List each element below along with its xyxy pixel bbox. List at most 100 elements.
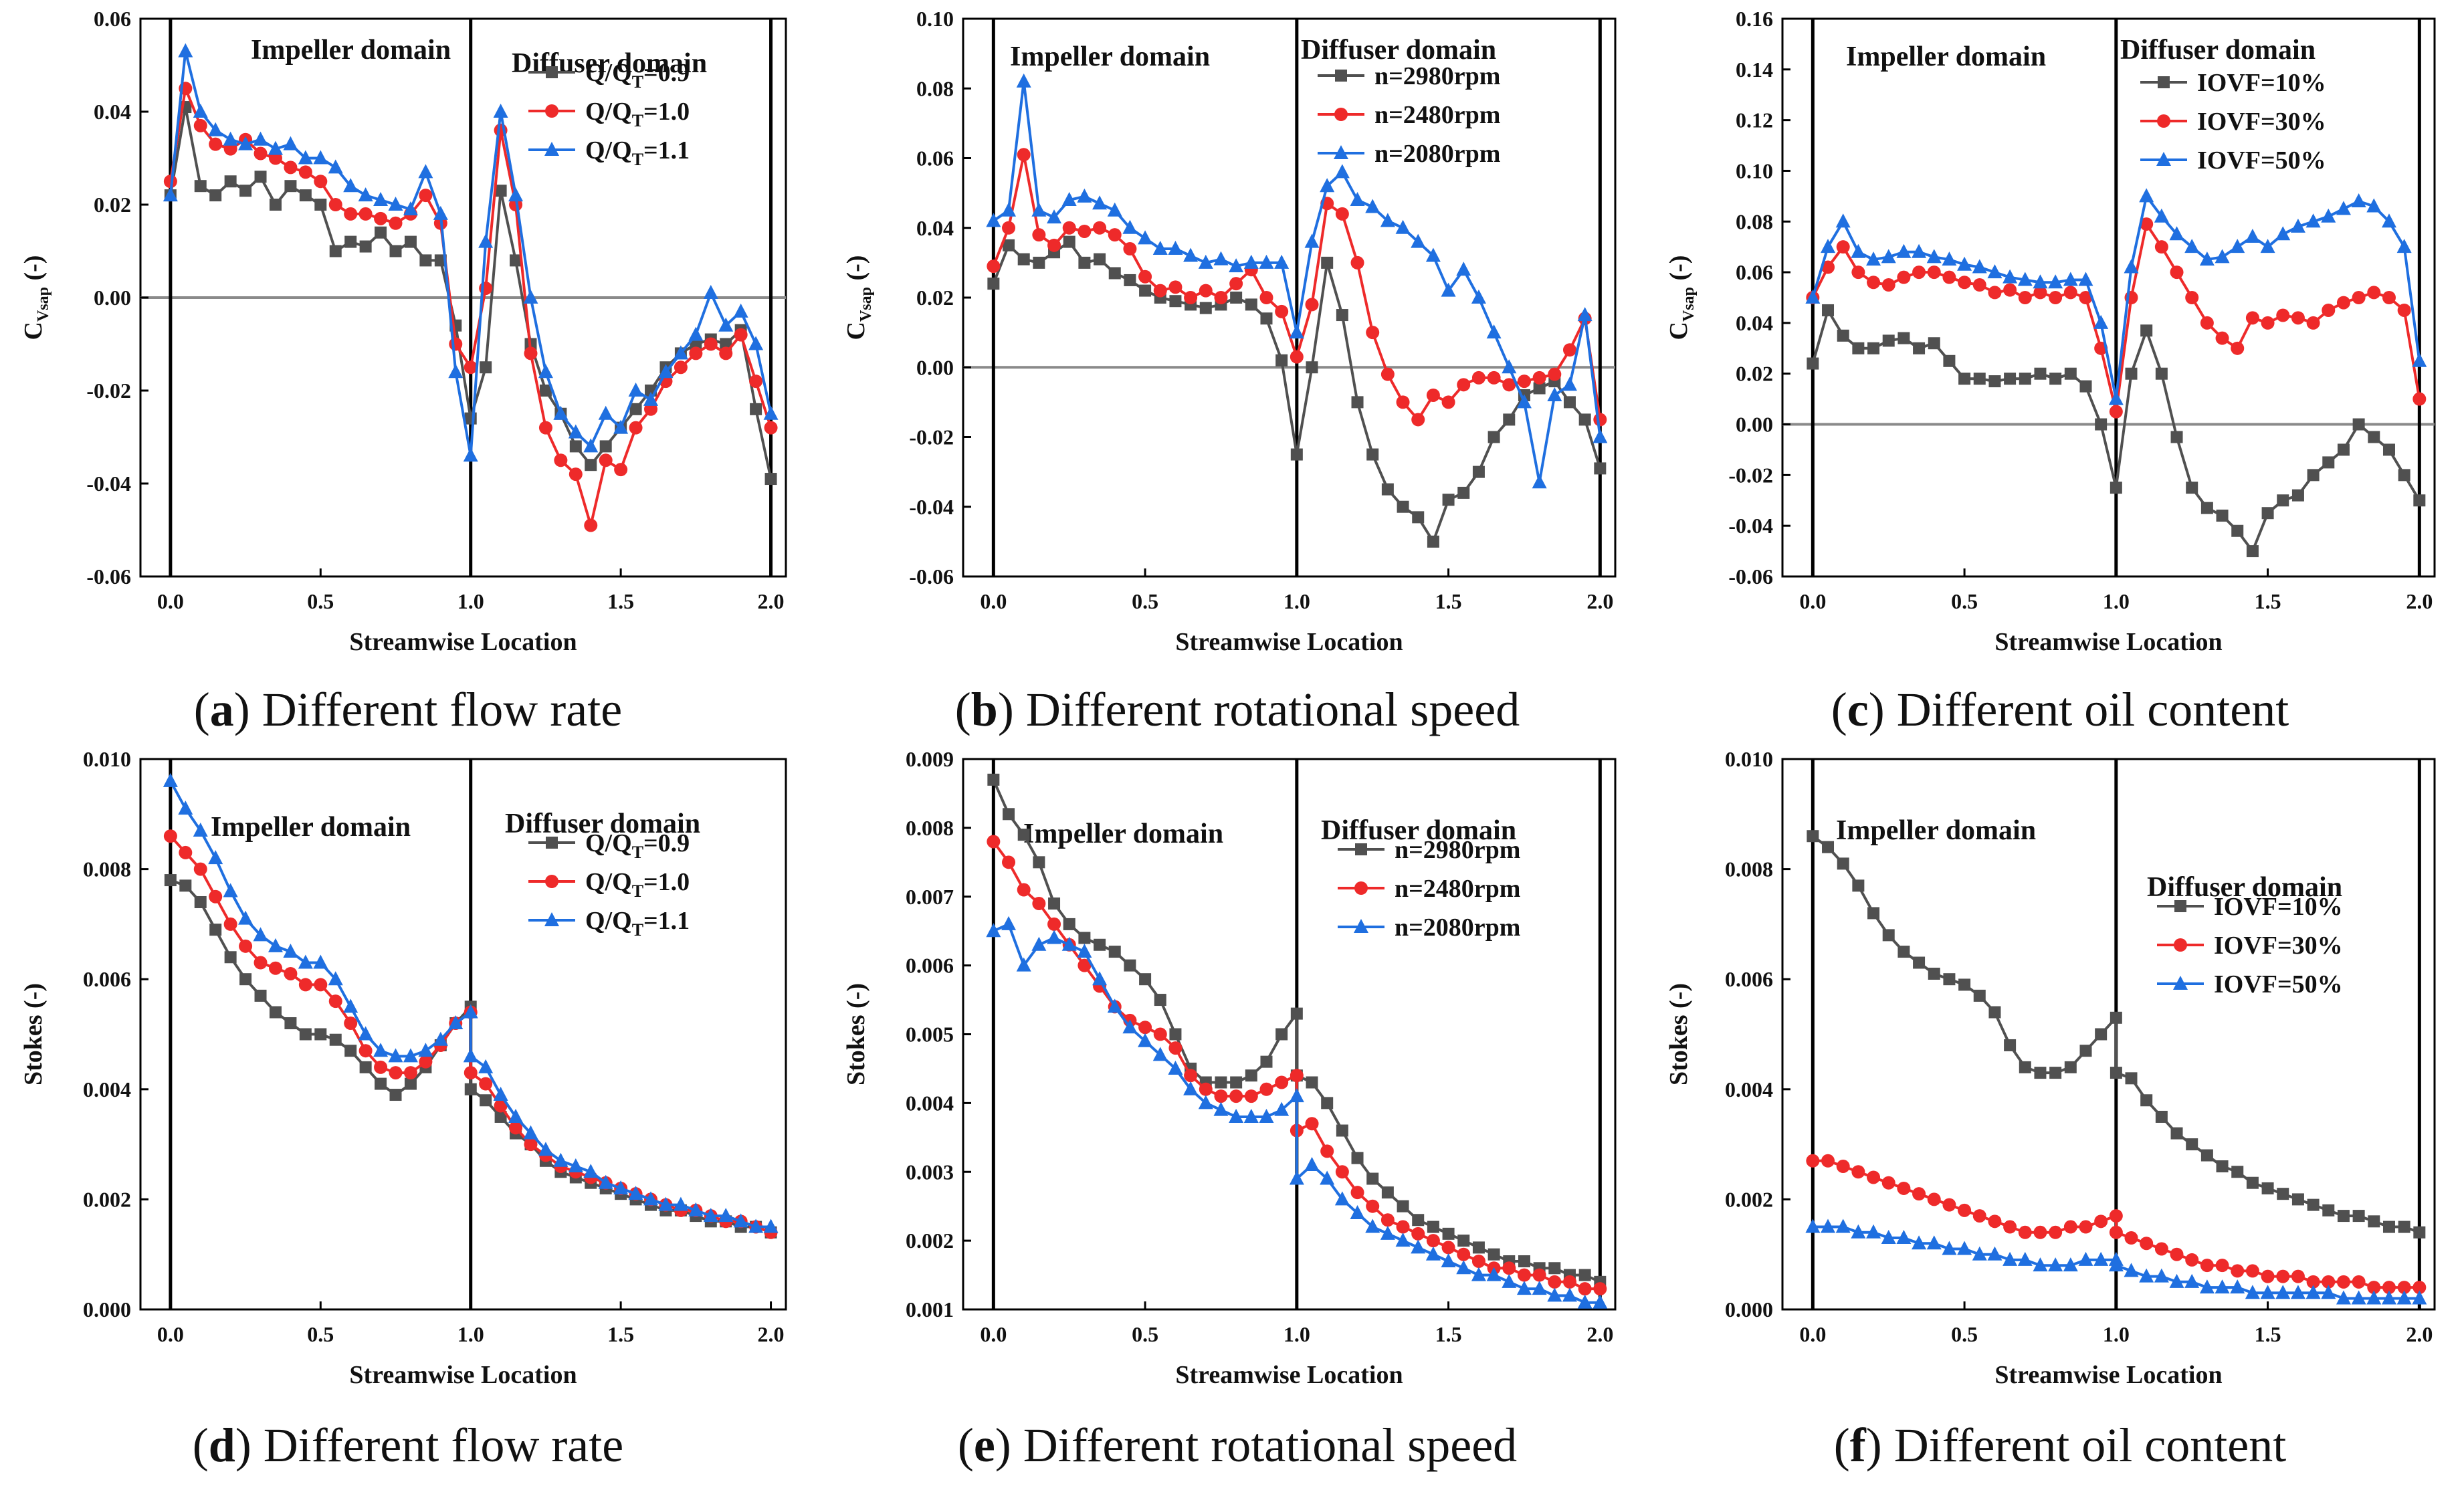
- data-point: [2003, 1251, 2018, 1266]
- y-axis-label: CVsap (-): [1665, 255, 1698, 340]
- data-point: [1077, 224, 1092, 238]
- legend-entry: Q/QT=1.1: [585, 136, 690, 169]
- data-point: [599, 440, 612, 453]
- data-point: [1926, 249, 1942, 263]
- series-1: [1807, 830, 2426, 1239]
- data-point: [2231, 341, 2245, 355]
- data-point: [718, 1208, 734, 1223]
- legend-entry: Q/QT=0.9: [585, 59, 690, 92]
- data-point: [1122, 1019, 1138, 1034]
- data-point: [1548, 1275, 1562, 1289]
- data-point: [2200, 502, 2213, 514]
- data-point: [539, 385, 552, 397]
- panel-e: 0.0 0.5 1.0 1.5 2.0 0.001 0.002 0.003 0.004 0.005…: [842, 747, 1617, 1472]
- y-axis-label-sub: Vsap: [35, 287, 52, 322]
- data-point: [1199, 1082, 1213, 1096]
- data-point: [2063, 272, 2078, 286]
- data-point: [1108, 267, 1121, 280]
- data-point: [1366, 1172, 1379, 1185]
- x-tick-label: 2.0: [758, 1322, 785, 1346]
- data-point: [2170, 1247, 2184, 1261]
- caption-paren-close: ): [235, 1418, 264, 1472]
- data-point: [2412, 1290, 2427, 1305]
- y-axis-label-sub: Vsap: [1680, 287, 1698, 322]
- x-tick-label: 0.5: [1951, 1322, 1978, 1346]
- y-tick-label: 0.08: [916, 76, 954, 100]
- data-point: [2140, 1094, 2153, 1107]
- data-point: [2291, 1193, 2304, 1206]
- data-point: [2139, 1268, 2154, 1283]
- data-point: [1124, 274, 1136, 286]
- data-point: [1821, 239, 1836, 253]
- data-point: [1412, 1214, 1425, 1227]
- data-point: [1289, 1088, 1304, 1103]
- data-point: [2186, 1138, 2198, 1151]
- data-point: [1350, 1186, 1364, 1200]
- data-point: [2322, 303, 2336, 317]
- data-point: [1928, 337, 1940, 350]
- data-point: [1061, 192, 1077, 207]
- caption-letter: f: [1850, 1418, 1867, 1472]
- data-point: [2337, 1210, 2350, 1223]
- data-point: [2019, 1061, 2031, 1073]
- legend-entry: n=2980rpm: [1395, 836, 1520, 864]
- data-point: [1245, 1069, 1257, 1082]
- x-tick-label: 1.5: [1435, 589, 1462, 613]
- y-tick-label: 0.02: [94, 193, 131, 217]
- impeller-domain-label: Impeller domain: [1836, 815, 2036, 846]
- data-point: [1183, 247, 1199, 262]
- data-point: [2170, 265, 2184, 280]
- data-point: [1822, 841, 1835, 853]
- data-point: [1168, 1060, 1183, 1075]
- caption-text: Different rotational speed: [1026, 683, 1520, 736]
- legend-label-main: n=2480rpm: [1374, 101, 1500, 129]
- data-point: [403, 201, 418, 215]
- data-point: [1928, 967, 1940, 980]
- data-point: [1152, 1047, 1168, 1061]
- data-point: [283, 136, 298, 150]
- x-tick-label: 0.5: [1132, 589, 1158, 613]
- y-tick-label: 0.010: [1725, 747, 1773, 771]
- data-point: [298, 978, 312, 992]
- data-point: [2245, 229, 2260, 243]
- data-point: [2322, 1204, 2335, 1216]
- data-point: [2336, 201, 2351, 215]
- data-point: [298, 165, 312, 179]
- legend-label-tail: =1.0: [643, 98, 690, 126]
- data-point: [703, 285, 718, 300]
- data-point: [2155, 1110, 2168, 1123]
- data-point: [2079, 1045, 2092, 1057]
- data-point: [1351, 396, 1364, 409]
- data-point: [749, 375, 763, 389]
- data-point: [1275, 1028, 1288, 1041]
- data-point: [1942, 251, 1957, 266]
- y-tick-label: 0.000: [83, 1297, 131, 1321]
- data-point: [1988, 375, 2001, 388]
- data-point: [314, 1028, 327, 1041]
- y-tick-label: 0.02: [1736, 362, 1773, 386]
- panel-caption: (f) Different oil content: [1834, 1418, 2286, 1472]
- data-point: [1290, 350, 1304, 364]
- y-tick-label: 0.12: [1736, 108, 1773, 132]
- data-point: [2231, 1166, 2244, 1178]
- data-point: [1077, 188, 1092, 203]
- data-point: [2413, 1226, 2426, 1239]
- data-point: [1866, 251, 1881, 266]
- y-tick-label: 0.008: [1725, 857, 1773, 881]
- data-point: [373, 192, 389, 207]
- data-point: [1199, 284, 1213, 298]
- data-point: [1138, 1021, 1152, 1035]
- data-point: [344, 1045, 357, 1057]
- data-point: [1958, 978, 1971, 991]
- y-tick-label: -0.04: [86, 471, 131, 496]
- data-point: [1912, 1235, 1927, 1250]
- data-point: [987, 278, 1000, 290]
- y-tick-label: 0.02: [916, 286, 954, 310]
- y-tick-label: 0.003: [906, 1160, 954, 1184]
- data-point: [239, 973, 252, 986]
- data-point: [358, 207, 373, 221]
- data-point: [208, 122, 223, 136]
- data-point: [2079, 380, 2092, 393]
- data-point: [1198, 254, 1213, 269]
- data-point: [1169, 1028, 1182, 1041]
